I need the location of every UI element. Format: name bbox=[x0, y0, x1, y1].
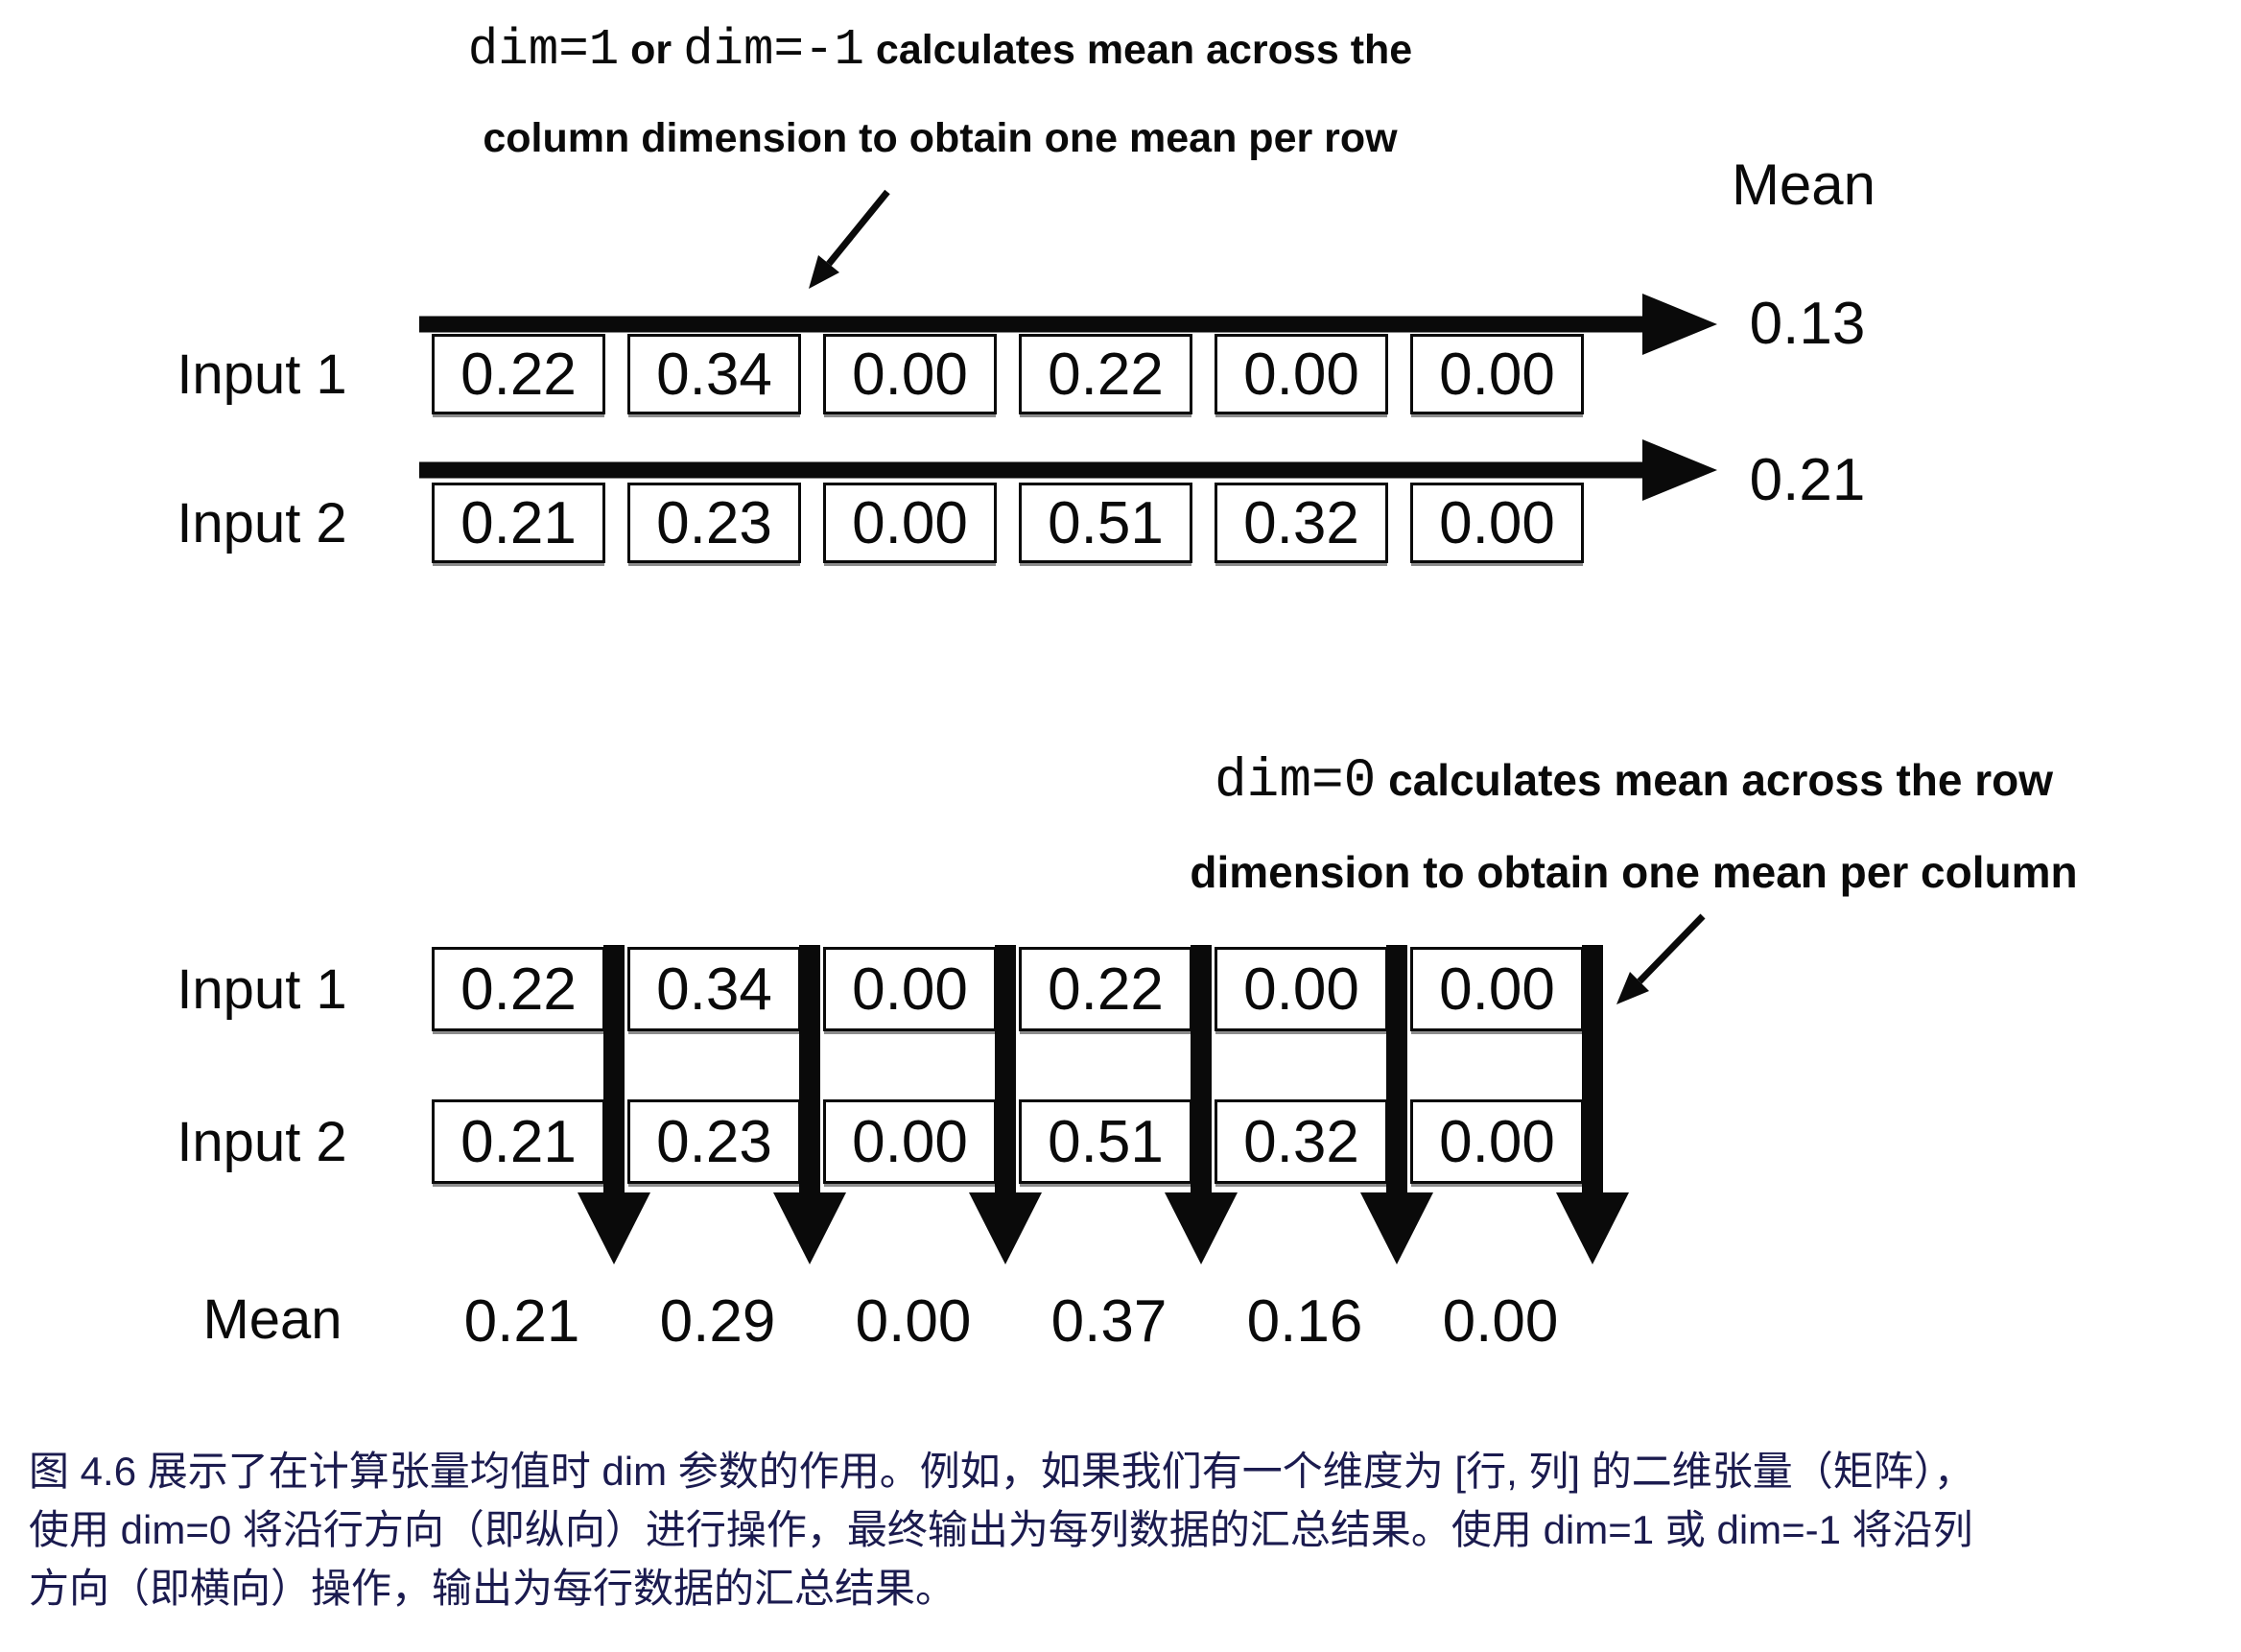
top-input1-cell: 0.34 bbox=[627, 334, 801, 414]
top-input1-cell: 0.00 bbox=[1410, 334, 1584, 414]
figure-caption: 图 4.6 展示了在计算张量均值时 dim 参数的作用。例如，如果我们有一个维度… bbox=[29, 1442, 2231, 1617]
dim0-annotation-line2: dimension to obtain one mean per column bbox=[1190, 847, 2078, 897]
annotation-arrow-dim1 bbox=[809, 189, 890, 289]
top-input2-label: Input 2 bbox=[177, 491, 347, 555]
top-input1-cell: 0.22 bbox=[1019, 334, 1192, 414]
top-input2-cell: 0.23 bbox=[627, 483, 801, 563]
caption-line: 使用 dim=0 将沿行方向（即纵向）进行操作，最终输出为每列数据的汇总结果。使… bbox=[29, 1507, 1973, 1552]
bottom-input2-cell: 0.32 bbox=[1215, 1099, 1388, 1184]
bottom-input2-cell: 0.21 bbox=[432, 1099, 605, 1184]
top-input2-cell: 0.32 bbox=[1215, 483, 1388, 563]
annotation-arrow-dim0 bbox=[1616, 913, 1706, 1004]
code-dim0: dim=0 bbox=[1214, 750, 1377, 812]
bottom-input1-cell: 0.22 bbox=[432, 947, 605, 1031]
caption-line: 图 4.6 展示了在计算张量均值时 dim 参数的作用。例如，如果我们有一个维度… bbox=[29, 1449, 1974, 1494]
top-input1-label: Input 1 bbox=[177, 342, 347, 406]
bottom-mean-label: Mean bbox=[202, 1288, 342, 1351]
bottom-input1-cell: 0.00 bbox=[1410, 947, 1584, 1031]
dim1-annotation-line2: column dimension to obtain one mean per … bbox=[483, 115, 1398, 161]
top-input1-cell: 0.22 bbox=[432, 334, 605, 414]
top-input1-mean: 0.13 bbox=[1749, 291, 1866, 357]
dim1-annotation: dim=1 or dim=-1 calculates mean across t… bbox=[365, 6, 1516, 182]
bottom-mean-value: 0.00 bbox=[855, 1288, 972, 1355]
dim0-annotation: dim=0 calculates mean across the row dim… bbox=[1058, 735, 2209, 918]
top-input2-cell: 0.21 bbox=[432, 483, 605, 563]
bottom-input2-cell: 0.00 bbox=[823, 1099, 997, 1184]
bottom-mean-value: 0.37 bbox=[1050, 1288, 1168, 1355]
top-input2-cell: 0.00 bbox=[823, 483, 997, 563]
bottom-input1-label: Input 1 bbox=[177, 957, 347, 1021]
top-input2-cell: 0.51 bbox=[1019, 483, 1192, 563]
bottom-mean-value: 0.29 bbox=[659, 1288, 776, 1355]
bottom-input2-cell: 0.00 bbox=[1410, 1099, 1584, 1184]
bottom-mean-value: 0.00 bbox=[1442, 1288, 1559, 1355]
bottom-input1-cell: 0.00 bbox=[1215, 947, 1388, 1031]
bottom-input2-cell: 0.23 bbox=[627, 1099, 801, 1184]
top-input2-mean: 0.21 bbox=[1749, 447, 1866, 513]
dim1-annotation-line1: dim=1 or dim=-1 calculates mean across t… bbox=[467, 21, 1413, 79]
bottom-input1-cell: 0.22 bbox=[1019, 947, 1192, 1031]
bottom-input2-cell: 0.51 bbox=[1019, 1099, 1192, 1184]
bottom-input1-cell: 0.00 bbox=[823, 947, 997, 1031]
dim0-annotation-line1: dim=0 calculates mean across the row bbox=[1214, 750, 2053, 812]
code-dim1: dim=1 bbox=[467, 21, 620, 79]
caption-line: 方向（即横向）操作，输出为每行数据的汇总结果。 bbox=[29, 1566, 956, 1611]
top-input1-cell: 0.00 bbox=[823, 334, 997, 414]
bottom-input1-cell: 0.34 bbox=[627, 947, 801, 1031]
top-input2-cell: 0.00 bbox=[1410, 483, 1584, 563]
bottom-mean-value: 0.16 bbox=[1246, 1288, 1363, 1355]
code-dim-minus1: dim=-1 bbox=[683, 21, 864, 79]
top-input1-cell: 0.00 bbox=[1215, 334, 1388, 414]
bottom-mean-value: 0.21 bbox=[463, 1288, 580, 1355]
mean-column-header: Mean bbox=[1731, 153, 1876, 217]
bottom-input2-label: Input 2 bbox=[177, 1110, 347, 1173]
